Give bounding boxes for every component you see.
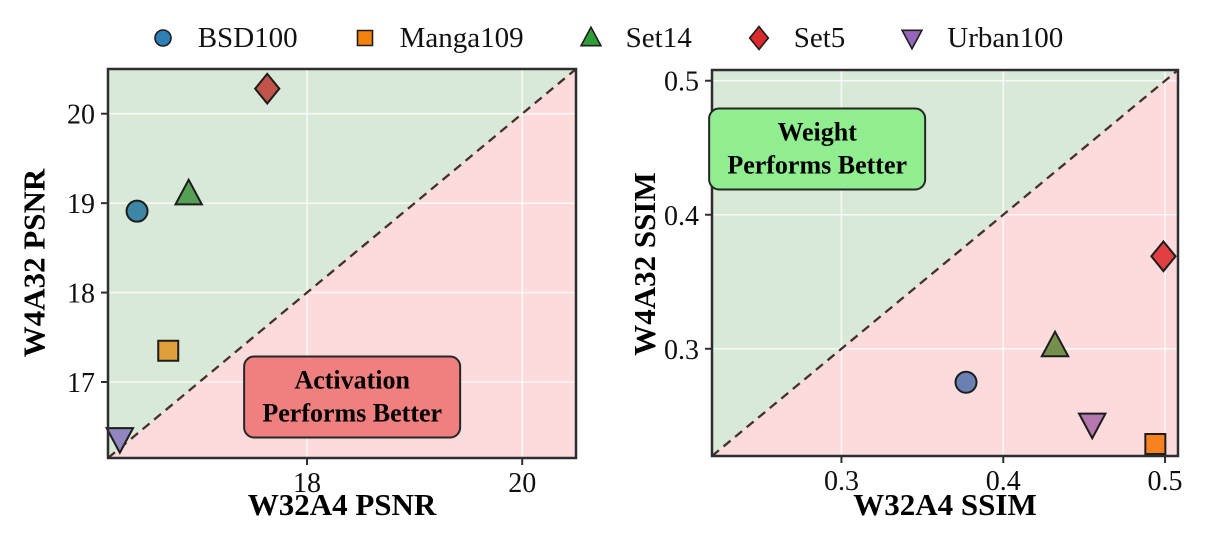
legend-item-manga109: Manga109	[354, 22, 524, 55]
x-tick-label: 0.4	[986, 466, 1021, 497]
annotation-line: Weight	[777, 117, 857, 147]
y-tick-label: 20	[67, 100, 95, 131]
y-tick-label: 19	[67, 189, 95, 220]
y-axis-label-ssim: W4A32 SSIM	[627, 172, 662, 356]
activation-performs-better-annotation: Activation Performs Better	[243, 355, 462, 439]
circle-marker	[153, 29, 172, 47]
x-axis-label-ssim: W32A4 SSIM	[853, 487, 1037, 522]
square-marker	[356, 29, 373, 47]
y-tick-label: 17	[67, 368, 95, 399]
legend-item-set14: Set14	[579, 21, 692, 55]
triangle-up-marker	[1040, 329, 1070, 358]
x-tick-label: 18	[293, 468, 321, 499]
y-tick-label: 0.4	[664, 201, 699, 232]
y-tick-label: 0.5	[664, 67, 699, 98]
diagonal-dashed-line	[107, 68, 577, 459]
square-marker	[1144, 432, 1167, 455]
circle-marker	[125, 199, 149, 223]
triangle-down-marker-icon	[901, 29, 924, 51]
triangle-up-marker-icon	[579, 25, 602, 47]
annotation-line: Activation	[294, 365, 410, 395]
x-tick-label: 20	[508, 468, 536, 499]
legend-label-set14: Set14	[625, 21, 692, 54]
annotation-line: Performs Better	[727, 150, 908, 180]
plot-frame	[710, 68, 1180, 458]
diamond-marker	[748, 25, 770, 51]
annotation-line: Performs Better	[262, 398, 443, 428]
circle-marker	[954, 370, 978, 394]
diagonal-dashed-line	[711, 69, 1179, 457]
legend-label-bsd100: BSD100	[197, 21, 298, 54]
y-axis-label-psnr: W4A32 PSNR	[16, 168, 52, 358]
legend-item-urban100: Urban100	[901, 22, 1063, 55]
legend-item-bsd100: BSD100	[152, 22, 298, 55]
square-marker	[157, 339, 180, 362]
triangle-down-marker	[1077, 412, 1108, 441]
x-tick-label: 0.3	[824, 466, 859, 497]
legend-item-set5: Set5	[748, 21, 846, 55]
weight-performs-better-annotation: Weight Performs Better	[708, 107, 927, 191]
y-tick-label: 18	[67, 279, 95, 310]
triangle-down-marker	[104, 427, 135, 455]
y-tick-label: 0.3	[664, 335, 699, 366]
x-axis-label-psnr: W32A4 PSNR	[247, 487, 437, 522]
diamond-marker	[253, 72, 281, 106]
legend-label-set5: Set5	[793, 21, 846, 54]
square-marker-icon	[356, 29, 373, 47]
x-tick-label: 0.5	[1148, 466, 1183, 497]
diamond-marker-icon	[748, 25, 770, 51]
legend: BSD100 Manga109 Set14 Set5 Urban100	[0, 20, 1215, 56]
triangle-down-marker	[901, 29, 924, 51]
plot-frame	[106, 67, 578, 460]
triangle-up-marker	[579, 25, 602, 47]
legend-label-urban100: Urban100	[947, 21, 1064, 54]
diamond-marker	[1150, 239, 1177, 273]
circle-marker-icon	[153, 29, 172, 47]
triangle-up-marker	[173, 177, 204, 206]
legend-label-manga109: Manga109	[399, 21, 524, 54]
